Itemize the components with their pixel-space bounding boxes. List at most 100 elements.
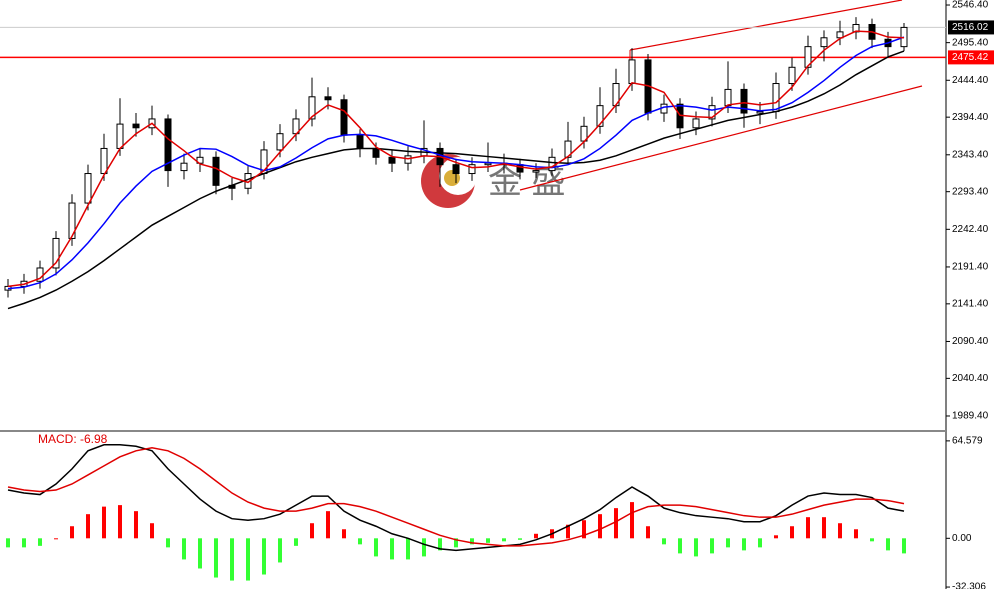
y-tick-label: 1989.40 bbox=[952, 411, 989, 422]
candle-body bbox=[388, 156, 396, 164]
candle-body bbox=[468, 164, 476, 175]
candle-body bbox=[324, 96, 332, 101]
histogram-bar bbox=[214, 538, 218, 578]
histogram-bar bbox=[710, 538, 714, 554]
candle-body bbox=[692, 118, 700, 129]
histogram-bar bbox=[438, 538, 442, 551]
y-tick-label: -32.306 bbox=[952, 582, 986, 589]
y-tick-label: 2141.40 bbox=[952, 298, 989, 309]
candle-body bbox=[596, 105, 604, 127]
candle-body bbox=[164, 118, 172, 172]
y-tick-label: 2495.40 bbox=[952, 37, 989, 48]
indicator-line bbox=[7, 50, 905, 310]
histogram-bar bbox=[822, 517, 826, 539]
histogram-bar bbox=[38, 538, 42, 546]
histogram-bar bbox=[534, 533, 538, 539]
y-tick-label: 2040.40 bbox=[952, 373, 989, 384]
channel-lower bbox=[519, 85, 923, 191]
channel-upper bbox=[629, 0, 903, 51]
histogram-bar bbox=[22, 538, 26, 548]
candle-body bbox=[548, 156, 556, 172]
histogram-bar bbox=[374, 538, 378, 557]
histogram-bar bbox=[774, 535, 778, 539]
histogram-bar bbox=[166, 538, 170, 548]
y-tick-label: 2293.40 bbox=[952, 186, 989, 197]
candle-body bbox=[740, 88, 748, 114]
level-box bbox=[948, 50, 994, 65]
indicator-line bbox=[7, 36, 905, 290]
candle-body bbox=[452, 164, 460, 175]
candle-body bbox=[788, 66, 796, 85]
candle-body bbox=[68, 202, 76, 239]
histogram-bar bbox=[198, 538, 202, 569]
candle-body bbox=[756, 111, 764, 114]
y-tick-label: 2444.40 bbox=[952, 75, 989, 86]
current-price-label: 2516.02 bbox=[952, 22, 989, 33]
histogram-bar bbox=[470, 538, 474, 545]
histogram-bar bbox=[486, 538, 490, 543]
histogram-bar bbox=[726, 538, 730, 548]
level-label: 2475.42 bbox=[952, 52, 989, 63]
histogram-bar bbox=[742, 538, 746, 551]
histogram-bar bbox=[678, 538, 682, 554]
candle-body bbox=[212, 156, 220, 186]
histogram-bar bbox=[838, 523, 842, 539]
histogram-bar bbox=[630, 502, 634, 539]
indicator-line bbox=[7, 444, 905, 552]
histogram-bar bbox=[102, 506, 106, 539]
histogram-bar bbox=[182, 538, 186, 560]
histogram-bar bbox=[70, 526, 74, 539]
y-tick-label: 2546.40 bbox=[952, 0, 989, 11]
histogram-bar bbox=[294, 538, 298, 546]
candle-body bbox=[276, 133, 284, 151]
y-tick-label: 2090.40 bbox=[952, 336, 989, 347]
candle-body bbox=[484, 162, 492, 166]
histogram-bar bbox=[694, 538, 698, 557]
current-price-box bbox=[948, 20, 994, 35]
candle-body bbox=[340, 99, 348, 136]
candle-body bbox=[532, 170, 540, 173]
histogram-bar bbox=[758, 538, 762, 548]
candle-body bbox=[820, 37, 828, 48]
histogram-bar bbox=[390, 538, 394, 560]
y-tick-label: 2343.40 bbox=[952, 149, 989, 160]
histogram-bar bbox=[582, 520, 586, 539]
candle-body bbox=[724, 88, 732, 107]
y-tick-label: 2242.40 bbox=[952, 224, 989, 235]
histogram-bar bbox=[86, 514, 90, 539]
candle-body bbox=[308, 96, 316, 120]
histogram-bar bbox=[246, 538, 250, 581]
y-tick-label: 2394.40 bbox=[952, 112, 989, 123]
histogram-bar bbox=[614, 508, 618, 539]
candle-body bbox=[132, 123, 140, 129]
histogram-bar bbox=[790, 526, 794, 539]
candle-body bbox=[628, 59, 636, 85]
histogram-bar bbox=[886, 538, 890, 551]
histogram-bar bbox=[118, 505, 122, 539]
histogram-bar bbox=[310, 523, 314, 539]
y-tick-label: 2191.40 bbox=[952, 262, 989, 273]
histogram-bar bbox=[134, 511, 138, 539]
histogram-bar bbox=[566, 524, 570, 539]
histogram-bar bbox=[150, 523, 154, 539]
histogram-bar bbox=[358, 538, 362, 545]
histogram-bar bbox=[454, 538, 458, 548]
histogram-bar bbox=[502, 538, 506, 542]
candle-body bbox=[772, 83, 780, 113]
candle-body bbox=[52, 237, 60, 269]
histogram-bar bbox=[54, 538, 58, 540]
macd-label: MACD: -6.98 bbox=[38, 432, 108, 446]
candle-body bbox=[804, 46, 812, 68]
histogram-bar bbox=[406, 538, 410, 560]
candle-body bbox=[84, 173, 92, 204]
histogram-bar bbox=[518, 538, 522, 540]
histogram-bar bbox=[422, 538, 426, 557]
histogram-bar bbox=[806, 517, 810, 539]
candle-body bbox=[372, 147, 380, 158]
histogram-bar bbox=[902, 538, 906, 554]
y-tick-label: 64.579 bbox=[952, 436, 983, 447]
candle-body bbox=[708, 105, 716, 120]
candle-body bbox=[116, 123, 124, 149]
